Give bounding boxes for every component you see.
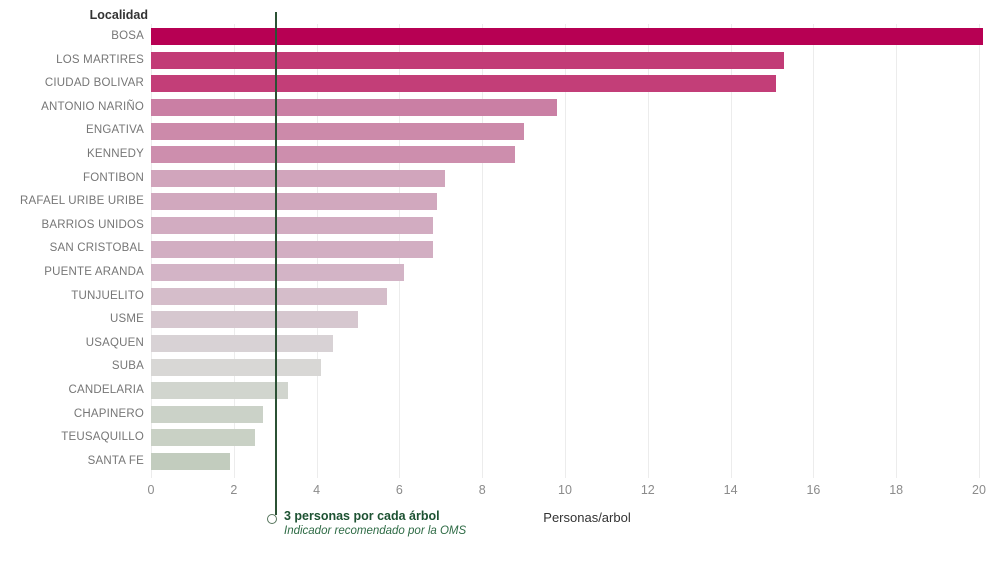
reference-line [275,12,277,515]
category-label: BARRIOS UNIDOS [41,218,144,231]
category-label: FONTIBON [82,171,144,184]
category-label: BOSA [111,30,144,42]
bar-rafael-uribe-uribe[interactable] [151,193,437,211]
bar-san-cristobal[interactable] [151,240,433,258]
bar-row: CIUDAD BOLIVAR [0,72,1003,96]
category-label: USME [109,313,144,326]
x-tick-label: 8 [478,483,486,497]
category-label: SUBA [111,360,144,373]
gridline [896,24,898,478]
bar-antonio-nariño[interactable] [151,99,557,117]
bar-rows: BOSA LOS MARTIRES CIUDAD BOLIVAR ANTONIO NA… [0,25,1003,475]
category-label: CHAPINERO [73,407,144,420]
category-label: RAFAEL URIBE URIBE [20,195,144,208]
category-label: CANDELARIA [68,384,144,396]
x-tick-label: 6 [395,483,403,497]
category-label: USAQUEN [85,336,144,349]
bar-row: KENNEDY [0,143,1003,167]
gridline [565,24,566,478]
bar-kennedy[interactable] [151,146,516,164]
bar-row: USME [0,308,1003,332]
bar-row: SUBA [0,355,1003,379]
reference-line-label: 3 personas por cada árbol [284,509,440,523]
x-tick-label: 20 [972,483,986,497]
bar-ciudad-bolivar[interactable] [151,75,777,93]
gridline [730,24,732,478]
category-label: CIUDAD BOLIVAR [44,77,144,90]
x-axis-title: Personas/arbol [543,510,631,525]
bar-row: RAFAEL URIBE URIBE [0,190,1003,214]
bar-tunjuelito[interactable] [151,287,387,305]
bar-los-martires[interactable] [151,51,785,69]
x-tick-label: 4 [313,483,321,497]
bar-row: TEUSAQUILLO [0,426,1003,450]
bar-fontibon[interactable] [151,169,445,187]
bar-row: LOS MARTIRES [0,49,1003,73]
category-label: SAN CRISTOBAL [49,242,144,255]
category-label: TUNJUELITO [71,289,144,302]
bar-row: SAN CRISTOBAL [0,237,1003,261]
bar-row: PUENTE ARANDA [0,261,1003,285]
x-tick-label: 12 [640,483,655,497]
bar-row: BARRIOS UNIDOS [0,214,1003,238]
reference-annotation-marker-icon [267,514,277,524]
category-label: PUENTE ARANDA [44,266,144,278]
bar-row: CANDELARIA [0,379,1003,403]
bar-usaquen[interactable] [151,335,334,353]
bar-bosa[interactable] [151,28,984,46]
x-tick-label: 16 [806,483,821,497]
bar-candelaria[interactable] [151,382,288,400]
x-tick-label: 2 [230,483,238,497]
category-label: TEUSAQUILLO [61,431,144,444]
bar-row: FONTIBON [0,167,1003,191]
category-column-header: Localidad [89,8,148,22]
bar-row: BOSA [0,25,1003,49]
x-axis-ticks: 0 2 4 6 8 10 12 14 16 18 20 [148,483,986,499]
x-tick-label: 18 [889,483,904,497]
bar-row: ENGATIVA [0,119,1003,143]
bar-puente-aranda[interactable] [151,264,404,282]
bar-chapinero[interactable] [151,405,263,423]
category-label: SANTA FE [87,454,144,467]
reference-line-sublabel: Indicador recomendado por la OMS [284,525,467,537]
bar-barrios-unidos[interactable] [151,217,433,235]
gridline [979,24,980,478]
bar-usme[interactable] [151,311,358,329]
bar-row: TUNJUELITO [0,285,1003,309]
category-label: KENNEDY [87,148,144,160]
bar-row: SANTA FE [0,450,1003,474]
bar-row: CHAPINERO [0,403,1003,427]
bar-santa-fe[interactable] [151,453,230,471]
bar-suba[interactable] [151,358,321,376]
gridline [647,24,649,478]
gridline [813,24,815,478]
x-tick-label: 0 [147,483,155,497]
x-tick-label: 10 [558,483,572,497]
gridline [482,24,484,478]
bar-row: ANTONIO NARIÑO [0,96,1003,120]
bar-teusaquillo[interactable] [151,429,255,447]
category-label: LOS MARTIRES [56,53,144,66]
category-label: ANTONIO NARIÑO [41,100,144,113]
bar-row: USAQUEN [0,332,1003,356]
bar-engativa[interactable] [151,122,524,140]
category-label: ENGATIVA [85,124,144,137]
x-tick-label: 14 [723,483,738,497]
